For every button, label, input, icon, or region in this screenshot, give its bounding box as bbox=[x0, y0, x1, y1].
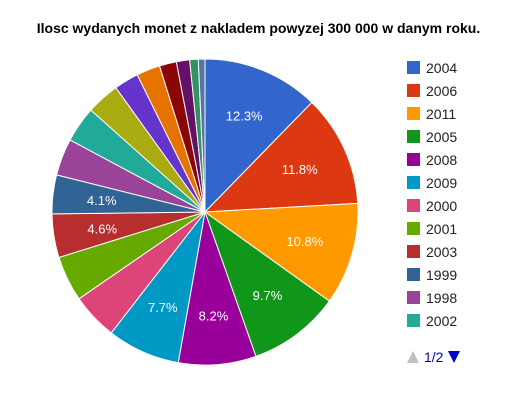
legend-label: 2011 bbox=[426, 105, 457, 122]
pager-prev-icon[interactable] bbox=[406, 350, 420, 364]
slice-label-2006: 11.8% bbox=[282, 162, 318, 177]
pie-slice-2011[interactable] bbox=[203, 202, 359, 302]
legend-label: 2009 bbox=[426, 174, 458, 191]
legend-label: 2000 bbox=[426, 197, 458, 214]
slice-label-1999: 4.1% bbox=[87, 193, 117, 208]
legend-swatch bbox=[407, 84, 420, 97]
legend-item-2004[interactable]: 2004 bbox=[407, 56, 507, 79]
legend-swatch bbox=[407, 291, 420, 304]
legend-swatch bbox=[407, 268, 420, 281]
legend: 2004 2006 2011 2005 2008 2009 2000 2001 2003 1999… bbox=[407, 56, 507, 332]
legend-swatch bbox=[407, 245, 420, 258]
slice-label-2005: 9.7% bbox=[253, 288, 283, 303]
legend-item-2011[interactable]: 2011 bbox=[407, 102, 507, 125]
legend-swatch bbox=[407, 222, 420, 235]
legend-label: 2003 bbox=[426, 243, 458, 260]
slice-label-2009: 7.7% bbox=[148, 300, 178, 315]
legend-label: 2006 bbox=[426, 82, 458, 99]
legend-swatch bbox=[407, 176, 420, 189]
pager-text: 1/2 bbox=[424, 349, 444, 365]
pager-next-icon[interactable] bbox=[447, 350, 461, 364]
legend-item-2001[interactable]: 2001 bbox=[407, 217, 507, 240]
slice-label-2008: 8.2% bbox=[199, 309, 229, 324]
pie-slice-2006[interactable] bbox=[203, 101, 359, 213]
legend-item-2003[interactable]: 2003 bbox=[407, 240, 507, 263]
slice-label-2004: 12.3% bbox=[226, 109, 263, 124]
legend-label: 2008 bbox=[426, 151, 458, 168]
pie-slice-2004[interactable] bbox=[204, 58, 313, 214]
chart-title: Ilosc wydanych monet z nakladem powyzej … bbox=[36, 20, 481, 36]
legend-swatch bbox=[407, 199, 420, 212]
legend-swatch bbox=[407, 107, 420, 120]
legend-item-1999[interactable]: 1999 bbox=[407, 263, 507, 286]
legend-label: 1998 bbox=[426, 289, 458, 306]
legend-item-2000[interactable]: 2000 bbox=[407, 194, 507, 217]
pie-slice-2005[interactable] bbox=[203, 210, 331, 357]
legend-swatch bbox=[407, 314, 420, 327]
legend-label: 2004 bbox=[426, 59, 458, 76]
legend-swatch bbox=[407, 130, 420, 143]
slice-label-2011: 10.8% bbox=[286, 234, 323, 249]
legend-item-2006[interactable]: 2006 bbox=[407, 79, 507, 102]
legend-item-2005[interactable]: 2005 bbox=[407, 125, 507, 148]
legend-item-2009[interactable]: 2009 bbox=[407, 171, 507, 194]
legend-label: 2005 bbox=[426, 128, 458, 145]
legend-item-2008[interactable]: 2008 bbox=[407, 148, 507, 171]
legend-label: 2001 bbox=[426, 220, 458, 237]
slice-label-2003: 4.6% bbox=[87, 221, 117, 236]
legend-item-1998[interactable]: 1998 bbox=[407, 286, 507, 309]
legend-swatch bbox=[407, 153, 420, 166]
legend-swatch bbox=[407, 61, 420, 74]
legend-label: 1999 bbox=[426, 266, 458, 283]
legend-pager: 1/2 bbox=[406, 349, 461, 365]
legend-item-2002[interactable]: 2002 bbox=[407, 309, 507, 332]
legend-label: 2002 bbox=[426, 312, 458, 329]
pie-slice-item-19[interactable] bbox=[197, 58, 206, 213]
